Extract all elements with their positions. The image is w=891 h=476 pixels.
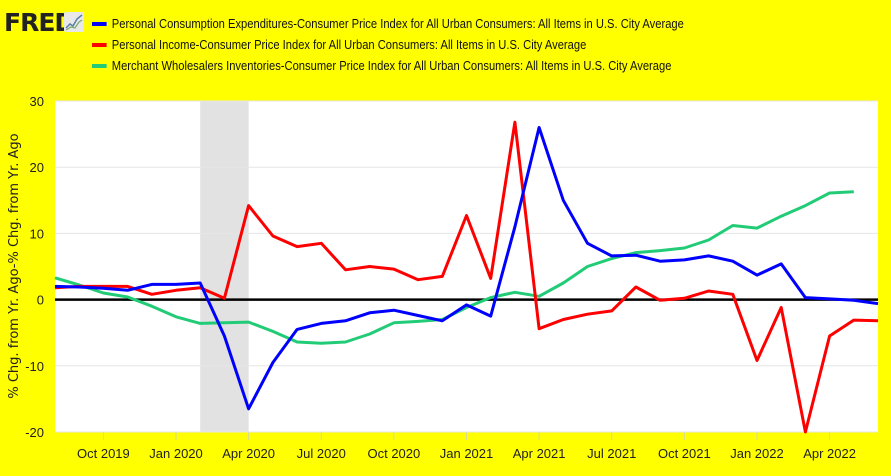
legend-item[interactable]: Personal Income-Consumer Price Index for… (92, 34, 684, 55)
y-tick-label: 0 (37, 293, 44, 308)
legend-label: Merchant Wholesalers Inventories-Consume… (111, 58, 672, 73)
y-tick-label: -10 (25, 359, 44, 374)
x-tick-label: Oct 2020 (367, 446, 420, 461)
x-tick-label: Apr 2022 (803, 446, 856, 461)
x-tick-label: Jan 2022 (730, 446, 784, 461)
x-tick-label: Oct 2019 (77, 446, 130, 461)
recession-shading (200, 101, 249, 432)
x-tick-label: Jan 2021 (440, 446, 494, 461)
fred-logo[interactable]: FRED (4, 8, 75, 37)
legend-label: Personal Consumption Expenditures-Consum… (111, 16, 684, 31)
y-tick-label: 10 (30, 226, 44, 241)
plot-area (55, 101, 878, 432)
x-tick-label: Jul 2020 (297, 446, 346, 461)
y-tick-label: 20 (30, 160, 44, 175)
legend: Personal Consumption Expenditures-Consum… (92, 13, 780, 76)
x-tick-label: Apr 2021 (513, 446, 566, 461)
legend-item[interactable]: Personal Consumption Expenditures-Consum… (92, 13, 684, 34)
legend-swatch (92, 63, 107, 68)
x-tick-label: Oct 2021 (658, 446, 711, 461)
x-tick-label: Jan 2020 (149, 446, 203, 461)
y-axis-label: % Chg. from Yr. Ago-% Chg. from Yr. Ago (7, 133, 22, 398)
chart-line-icon (64, 12, 84, 32)
legend-swatch (92, 42, 107, 47)
y-tick-label: -20 (25, 425, 44, 440)
x-tick-label: Apr 2020 (222, 446, 275, 461)
x-tick-label: Jul 2021 (587, 446, 636, 461)
legend-swatch (92, 21, 107, 26)
y-tick-label: 30 (30, 94, 44, 109)
legend-item[interactable]: Merchant Wholesalers Inventories-Consume… (92, 55, 684, 76)
legend-label: Personal Income-Consumer Price Index for… (111, 37, 587, 52)
